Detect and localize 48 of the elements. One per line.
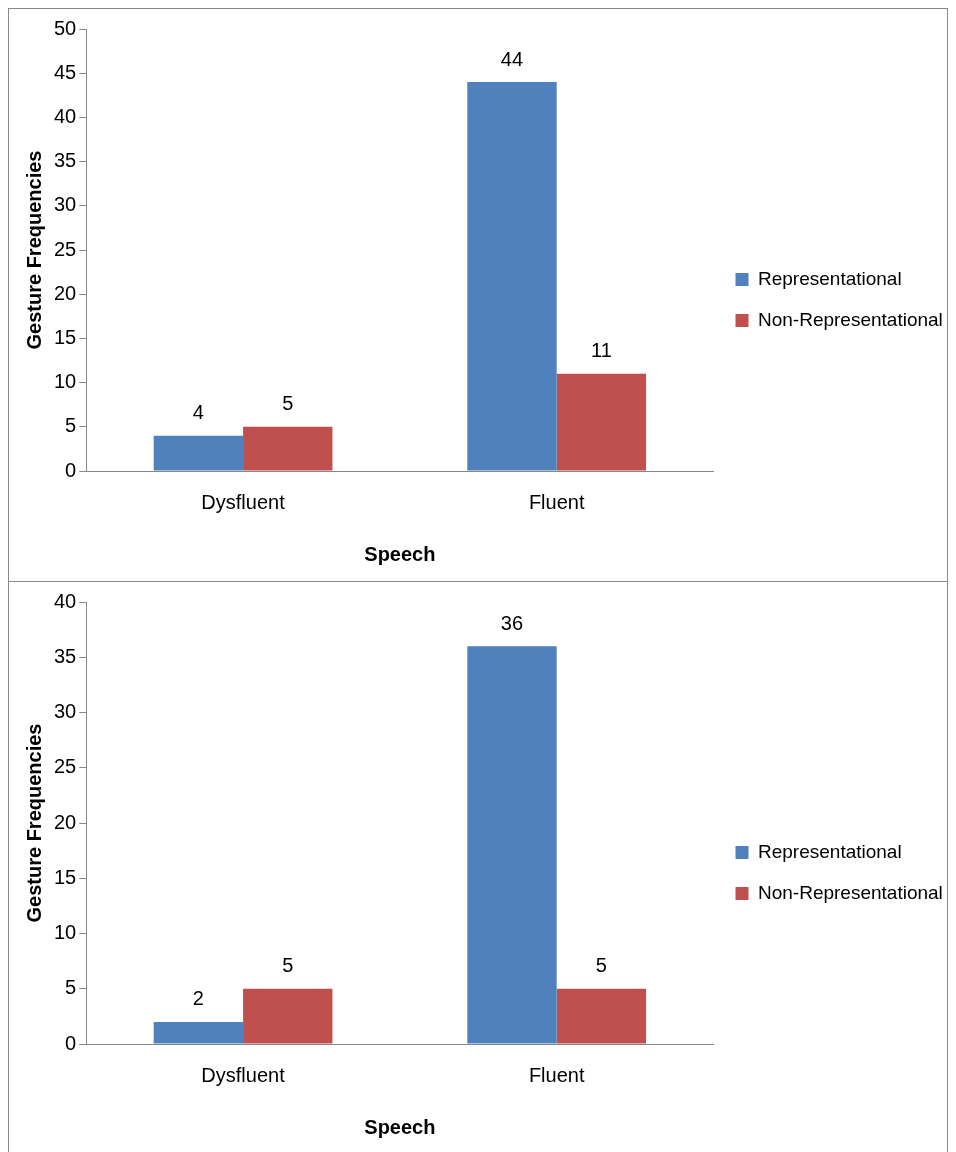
- data-label: 11: [591, 339, 612, 362]
- data-label: 44: [500, 47, 524, 70]
- legend-label: Non-Representational: [758, 881, 943, 903]
- data-label: 2: [192, 987, 204, 1010]
- y-tick-label: 35: [54, 644, 77, 667]
- y-tick-label: 25: [54, 755, 77, 778]
- legend-label: Non-Representational: [758, 308, 943, 330]
- y-tick-label: 25: [54, 237, 77, 260]
- y-tick-label: 10: [54, 370, 77, 393]
- bar: [153, 435, 244, 471]
- y-tick-label: 50: [54, 16, 77, 39]
- y-tick-label: 35: [54, 149, 77, 172]
- y-tick-label: 20: [54, 810, 77, 833]
- y-tick-label: 45: [54, 60, 77, 83]
- legend-label: Representational: [758, 267, 902, 289]
- y-axis-title: Gesture Frequencies: [22, 150, 45, 350]
- x-axis-title: Speech: [364, 542, 436, 565]
- y-tick-label: 20: [54, 281, 77, 304]
- y-tick-label: 5: [65, 414, 77, 437]
- bar: [243, 426, 333, 471]
- y-tick-label: 40: [54, 589, 77, 612]
- y-axis-title: Gesture Frequencies: [22, 723, 45, 923]
- x-tick-label: Fluent: [528, 1063, 585, 1086]
- bar: [556, 988, 647, 1044]
- y-tick-label: 15: [54, 865, 77, 888]
- bar: [556, 373, 647, 471]
- data-label: 5: [595, 954, 607, 977]
- x-tick-label: Fluent: [528, 490, 585, 513]
- data-label: 4: [192, 401, 204, 424]
- y-tick-label: 0: [65, 458, 77, 481]
- y-tick-label: 5: [65, 976, 77, 999]
- y-tick-label: 30: [54, 193, 77, 216]
- legend-label: Representational: [758, 840, 902, 862]
- bar: [467, 646, 557, 1044]
- data-label: 5: [282, 392, 294, 415]
- y-tick-label: 30: [54, 700, 77, 723]
- y-tick-label: 0: [65, 1031, 77, 1054]
- y-tick-label: 10: [54, 921, 77, 944]
- x-axis-title: Speech: [364, 1115, 436, 1138]
- data-label: 5: [282, 954, 294, 977]
- y-tick-label: 15: [54, 325, 77, 348]
- x-tick-label: Dysfluent: [201, 490, 286, 513]
- bar: [153, 1021, 244, 1044]
- data-label: 36: [500, 611, 524, 634]
- x-tick-label: Dysfluent: [201, 1063, 286, 1086]
- bar: [243, 988, 333, 1044]
- bar: [467, 82, 557, 471]
- y-tick-label: 40: [54, 104, 77, 127]
